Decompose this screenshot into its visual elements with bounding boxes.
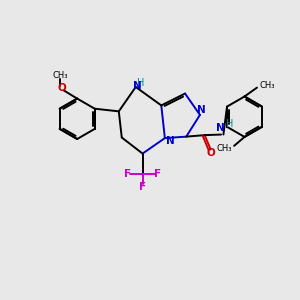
Text: N: N <box>166 136 175 146</box>
Text: F: F <box>154 169 162 179</box>
Text: O: O <box>206 148 215 158</box>
Text: F: F <box>139 182 146 192</box>
Text: CH₃: CH₃ <box>217 144 232 153</box>
Text: CH₃: CH₃ <box>260 81 275 90</box>
Text: N: N <box>133 80 142 91</box>
Text: H: H <box>137 77 145 88</box>
Text: N: N <box>197 105 206 115</box>
Text: CH₃: CH₃ <box>52 71 68 80</box>
Text: F: F <box>124 169 131 179</box>
Text: H: H <box>226 119 234 129</box>
Text: O: O <box>57 83 66 94</box>
Text: N: N <box>216 123 225 133</box>
